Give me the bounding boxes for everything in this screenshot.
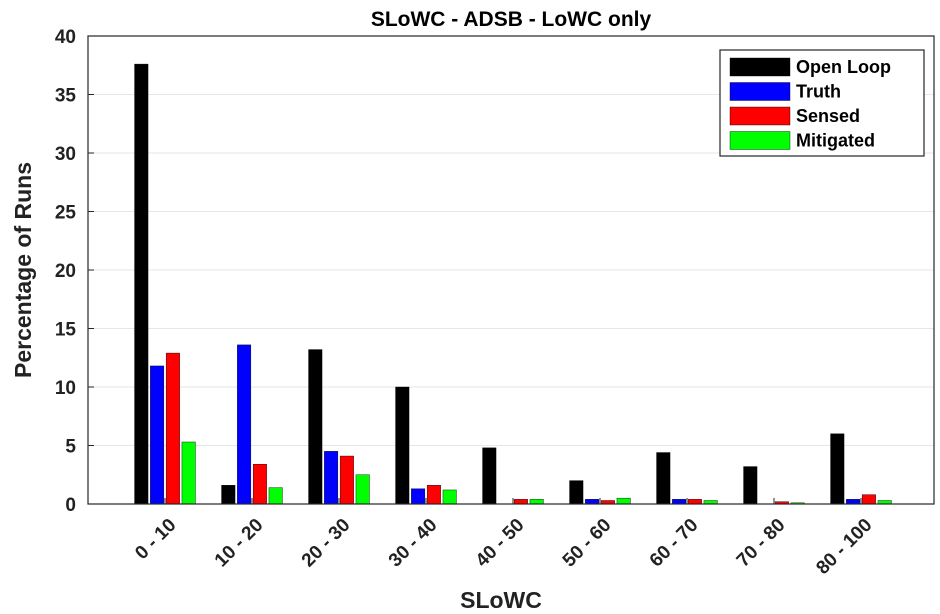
y-axis-ticks: 0 5 10 15 20 25 30 35 40 <box>55 27 94 516</box>
bar-truth <box>846 499 861 505</box>
bar-open-loop <box>221 485 236 505</box>
bar-truth <box>585 499 600 505</box>
x-tick-label: 30 - 40 <box>385 515 442 572</box>
legend-swatch <box>729 57 791 77</box>
x-tick-label: 80 - 100 <box>812 515 876 579</box>
legend-swatch <box>729 131 791 150</box>
bar-sensed <box>513 499 528 505</box>
y-tick-label: 25 <box>55 203 77 224</box>
x-tick-label: 10 - 20 <box>211 515 268 572</box>
bar-open-loop <box>308 349 323 505</box>
y-tick-label: 15 <box>55 320 77 341</box>
legend-swatch <box>729 106 791 126</box>
grid-lines <box>88 94 934 446</box>
bar-sensed <box>426 485 441 505</box>
y-tick-label: 5 <box>65 437 76 458</box>
x-axis-label: SLoWC <box>460 587 542 613</box>
x-axis-ticks: 0 - 10 10 - 20 20 - 30 30 - 40 40 - 50 50 - 6… <box>131 498 877 579</box>
bar-sensed <box>339 455 354 505</box>
bar-truth <box>237 344 252 505</box>
bar-open-loop <box>395 386 410 505</box>
bar-sensed <box>165 352 180 505</box>
bar-open-loop <box>656 452 671 505</box>
bar-open-loop <box>569 480 584 505</box>
bar-open-loop <box>134 63 149 505</box>
bar-truth <box>411 488 426 505</box>
y-tick-label: 10 <box>55 378 76 399</box>
legend-swatch <box>729 82 791 101</box>
legend-label: Open Loop <box>796 57 891 77</box>
bar-open-loop <box>743 466 758 505</box>
x-tick-label: 40 - 50 <box>472 515 529 572</box>
bar-mitigated <box>355 474 370 505</box>
bars <box>134 63 892 505</box>
y-tick-label: 40 <box>55 27 76 48</box>
x-tick-label: 70 - 80 <box>733 515 790 572</box>
bar-mitigated <box>442 489 457 505</box>
x-tick-label: 50 - 60 <box>559 515 616 572</box>
bar-mitigated <box>268 487 283 505</box>
chart-title: SLoWC - ADSB - LoWC only <box>371 8 652 31</box>
bar-truth <box>150 365 165 505</box>
y-axis-label: Percentage of Runs <box>10 162 36 378</box>
x-tick-label: 20 - 30 <box>298 515 355 572</box>
y-tick-label: 20 <box>55 261 76 282</box>
bar-mitigated <box>529 499 544 505</box>
bar-sensed <box>861 494 876 505</box>
legend: Open Loop Truth Sensed Mitigated <box>719 49 925 157</box>
legend-label: Mitigated <box>796 131 875 151</box>
bar-truth <box>672 499 687 505</box>
bar-open-loop <box>830 433 845 505</box>
legend-label: Truth <box>796 82 841 102</box>
bar-mitigated <box>181 441 196 505</box>
bar-truth <box>324 451 339 505</box>
legend-label: Sensed <box>796 106 860 126</box>
bar-sensed <box>252 464 267 505</box>
bar-sensed <box>687 499 702 505</box>
bar-open-loop <box>482 447 497 505</box>
y-tick-label: 35 <box>55 86 77 107</box>
y-tick-label: 0 <box>65 495 76 516</box>
x-tick-label: 0 - 10 <box>131 515 180 564</box>
bar-mitigated <box>616 497 631 505</box>
y-tick-label: 30 <box>55 144 76 165</box>
x-tick-label: 60 - 70 <box>646 515 703 572</box>
